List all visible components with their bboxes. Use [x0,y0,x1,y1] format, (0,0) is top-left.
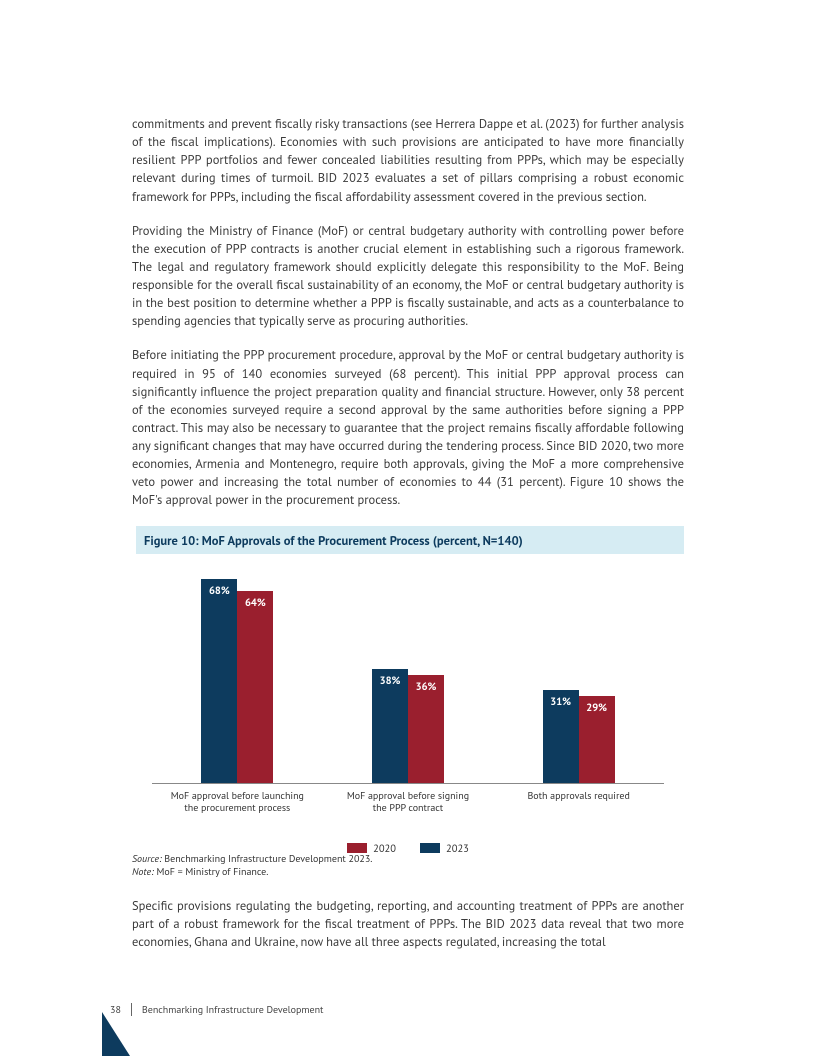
bar-value-label: 64% [237,595,273,609]
bar-group: 38%36% [372,574,444,783]
bar-value-label: 29% [579,700,615,714]
x-axis-label: MoF approval before signingthe PPP contr… [328,790,488,815]
bar-value-label: 68% [201,583,237,597]
body-paragraph-4: Specific provisions regulating the budge… [132,897,684,951]
bar-2023: 31% [543,690,579,783]
legend-swatch-icon [420,843,440,853]
figure-10-chart: 68%64% 38%36% 31%29% MoF approval before l… [152,574,664,834]
x-axis-label: MoF approval before launchingthe procure… [157,790,317,815]
x-axis-label: Both approvals required [499,790,659,815]
legend-label: 2023 [446,841,469,855]
chart-x-axis-labels: MoF approval before launchingthe procure… [152,790,664,815]
body-paragraph-2: Providing the Ministry of Finance (MoF) … [132,222,684,331]
chart-legend: 2020 2023 [152,841,664,855]
bar-value-label: 36% [408,679,444,693]
bar-group: 68%64% [201,574,273,783]
figure-source-note: Source: Benchmarking Infrastructure Deve… [132,852,684,879]
footer-doc-title: Benchmarking Infrastructure Development [142,1003,324,1016]
bar-2023: 38% [372,669,408,783]
body-paragraph-1: commitments and prevent fiscally risky t… [132,115,684,206]
legend-label: 2020 [373,841,396,855]
bar-value-label: 38% [372,673,408,687]
bar-value-label: 31% [543,694,579,708]
bar-2020: 36% [408,675,444,783]
body-paragraph-3: Before initiating the PPP procurement pr… [132,346,684,509]
footer-triangle-icon [102,1012,130,1056]
bar-2023: 68% [201,579,237,783]
legend-item-2020: 2020 [347,841,396,855]
bar-2020: 29% [579,696,615,783]
legend-item-2023: 2023 [420,841,469,855]
bar-2020: 64% [237,591,273,783]
bar-group: 31%29% [543,574,615,783]
note-label: Note: [132,865,154,878]
chart-plot-area: 68%64% 38%36% 31%29% [152,574,664,784]
figure-title: Figure 10: MoF Approvals of the Procurem… [144,533,523,549]
figure-title-bar: Figure 10: MoF Approvals of the Procurem… [132,526,684,554]
page-footer: 38 Benchmarking Infrastructure Developme… [0,1000,816,1056]
note-text: MoF = Ministry of Finance. [154,865,269,878]
legend-swatch-icon [347,843,367,853]
